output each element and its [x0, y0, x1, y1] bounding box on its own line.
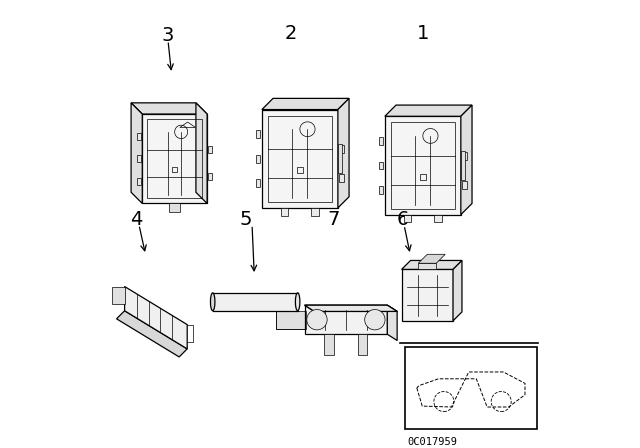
- Bar: [256, 130, 260, 138]
- Text: 4: 4: [131, 210, 143, 228]
- Polygon shape: [387, 305, 397, 340]
- Text: 6: 6: [397, 210, 409, 228]
- Ellipse shape: [211, 293, 215, 311]
- Bar: [461, 151, 465, 180]
- Bar: [462, 181, 467, 189]
- Ellipse shape: [296, 293, 300, 311]
- Circle shape: [365, 310, 385, 330]
- Polygon shape: [262, 99, 349, 110]
- Text: 7: 7: [327, 210, 340, 228]
- Bar: [256, 155, 260, 163]
- Bar: [311, 208, 319, 216]
- Bar: [379, 162, 383, 169]
- Text: 2: 2: [285, 24, 297, 43]
- Circle shape: [307, 310, 327, 330]
- Bar: [419, 263, 436, 269]
- Bar: [404, 215, 412, 223]
- Bar: [137, 155, 141, 162]
- Bar: [276, 311, 306, 329]
- Bar: [405, 347, 537, 429]
- Bar: [137, 177, 141, 185]
- Bar: [435, 215, 442, 223]
- Polygon shape: [116, 311, 187, 357]
- Bar: [256, 179, 260, 187]
- Polygon shape: [131, 103, 207, 114]
- Bar: [137, 133, 141, 140]
- Bar: [391, 122, 455, 209]
- Bar: [338, 144, 342, 173]
- Bar: [281, 208, 289, 216]
- Text: 3: 3: [162, 26, 174, 45]
- Bar: [209, 173, 212, 180]
- Polygon shape: [453, 260, 462, 321]
- Bar: [324, 334, 334, 354]
- Bar: [172, 167, 177, 172]
- Bar: [268, 116, 332, 202]
- Text: 5: 5: [240, 210, 252, 228]
- Bar: [420, 174, 426, 180]
- Polygon shape: [385, 105, 472, 116]
- Polygon shape: [142, 114, 207, 203]
- Bar: [379, 137, 383, 145]
- Polygon shape: [385, 116, 461, 215]
- Polygon shape: [461, 105, 472, 215]
- Polygon shape: [262, 110, 338, 208]
- Bar: [147, 119, 202, 198]
- Bar: [379, 186, 383, 194]
- Polygon shape: [402, 260, 462, 269]
- Bar: [339, 145, 344, 153]
- Polygon shape: [305, 305, 397, 311]
- Polygon shape: [131, 103, 142, 203]
- Polygon shape: [305, 305, 387, 334]
- Polygon shape: [125, 287, 187, 349]
- Text: 1: 1: [417, 24, 429, 43]
- Polygon shape: [419, 254, 445, 263]
- Polygon shape: [196, 103, 207, 203]
- Bar: [209, 146, 212, 153]
- Bar: [358, 334, 367, 354]
- Text: 0C017959: 0C017959: [407, 437, 457, 447]
- Polygon shape: [402, 269, 453, 321]
- Bar: [170, 203, 180, 212]
- Polygon shape: [112, 287, 125, 304]
- Bar: [462, 152, 467, 159]
- Polygon shape: [305, 305, 397, 311]
- Bar: [212, 293, 298, 311]
- Bar: [297, 168, 303, 173]
- Bar: [339, 174, 344, 182]
- Polygon shape: [338, 99, 349, 208]
